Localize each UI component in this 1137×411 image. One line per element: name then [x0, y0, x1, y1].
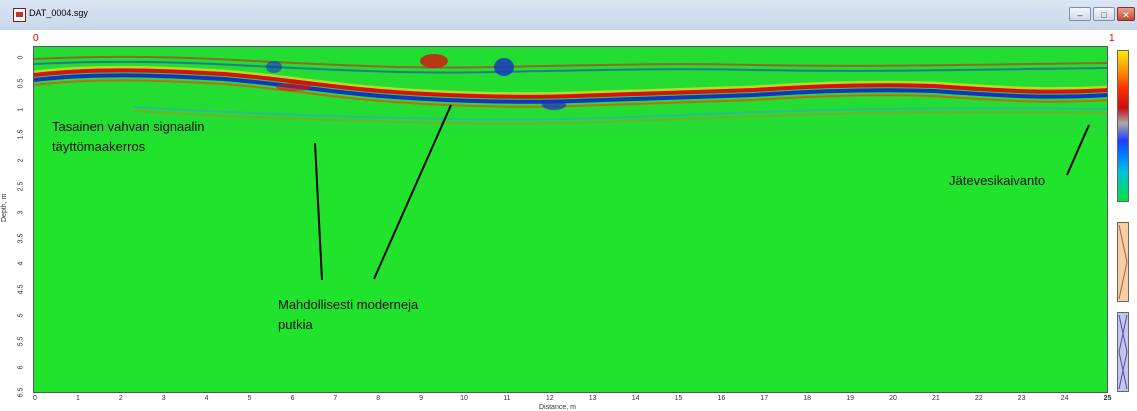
y-tick-label: 6: [17, 365, 25, 370]
y-tick-label: 3.5: [17, 233, 25, 243]
x-tick-label: 23: [1017, 395, 1026, 402]
gain-control-slider[interactable]: [1117, 222, 1129, 302]
radargram-plot[interactable]: [33, 46, 1108, 393]
y-tick-label: 6.5: [17, 388, 25, 398]
annotation-sewer: Jätevesikaivanto: [949, 173, 1046, 188]
x-tick-label: 7: [333, 395, 338, 402]
y-tick-label: 5.5: [17, 336, 25, 347]
sgy-file-icon: [13, 8, 26, 22]
close-button[interactable]: ✕: [1117, 7, 1135, 21]
x-tick-label: 19: [846, 395, 854, 402]
annotation-pipes-line2: putkia: [278, 317, 313, 332]
amplitude-colorbar[interactable]: [1117, 50, 1129, 202]
x-tick-label: 5: [247, 395, 252, 402]
y-tick-label: 3: [17, 210, 25, 215]
contrast-control-slider[interactable]: [1117, 312, 1129, 392]
y-tick-label: 2.5: [17, 181, 25, 192]
x-tick-label: 15: [674, 395, 683, 402]
annotation-pipes: Mahdollisesti moderneja putkia: [278, 295, 418, 335]
y-tick-label: 0: [17, 55, 25, 60]
x-tick-label: 25: [1103, 395, 1112, 402]
x-tick-label: 3: [161, 395, 166, 402]
x-tick-label: 24: [1060, 395, 1069, 402]
x-tick-label: 6: [290, 395, 295, 402]
trace-end-label: 1: [1109, 33, 1115, 44]
y-tick-label: 5: [17, 313, 25, 318]
minimize-button[interactable]: –: [1069, 7, 1091, 21]
x-axis-label: Distance, m: [539, 404, 576, 411]
radargram-image: [34, 47, 1107, 392]
x-tick-label: 21: [931, 395, 940, 402]
x-tick-label: 1: [75, 395, 80, 402]
x-tick-label: 18: [803, 395, 812, 402]
x-tick-label: 0: [33, 395, 37, 402]
x-tick-label: 13: [588, 395, 597, 402]
x-tick-label: 10: [460, 395, 468, 402]
annotation-fill-layer: Tasainen vahvan signaalin täyttömaakerro…: [52, 117, 205, 157]
y-axis-label: Depth, m: [1, 193, 8, 222]
x-tick-label: 12: [545, 395, 554, 402]
x-tick-label: 9: [419, 395, 424, 402]
x-tick-label: 22: [974, 395, 983, 402]
annotation-pipes-line1: Mahdollisesti moderneja: [278, 297, 419, 312]
y-tick-label: 4.5: [17, 284, 25, 295]
annotation-fill-line2: täyttömaakerros: [52, 139, 146, 154]
x-tick-label: 2: [118, 395, 123, 402]
x-tick-label: 17: [760, 395, 769, 402]
x-tick-label: 14: [631, 395, 640, 402]
x-tick-label: 16: [717, 395, 726, 402]
maximize-button[interactable]: □: [1093, 7, 1115, 21]
x-tick-label: 8: [376, 395, 381, 402]
y-tick-label: 4: [17, 261, 25, 266]
annotation-fill-line1: Tasainen vahvan signaalin: [52, 119, 205, 134]
y-tick-label: 1.5: [17, 130, 25, 140]
x-tick-label: 4: [204, 395, 209, 402]
x-tick-label: 20: [889, 395, 897, 402]
y-tick-label: 2: [17, 158, 25, 163]
y-tick-label: 1: [17, 107, 25, 112]
trace-start-label: 0: [33, 33, 39, 44]
window-title: DAT_0004.sgy: [29, 8, 88, 18]
title-bar: DAT_0004.sgy – □ ✕: [0, 0, 1137, 30]
y-tick-label: 0.5: [17, 78, 25, 89]
x-tick-label: 11: [503, 395, 511, 402]
